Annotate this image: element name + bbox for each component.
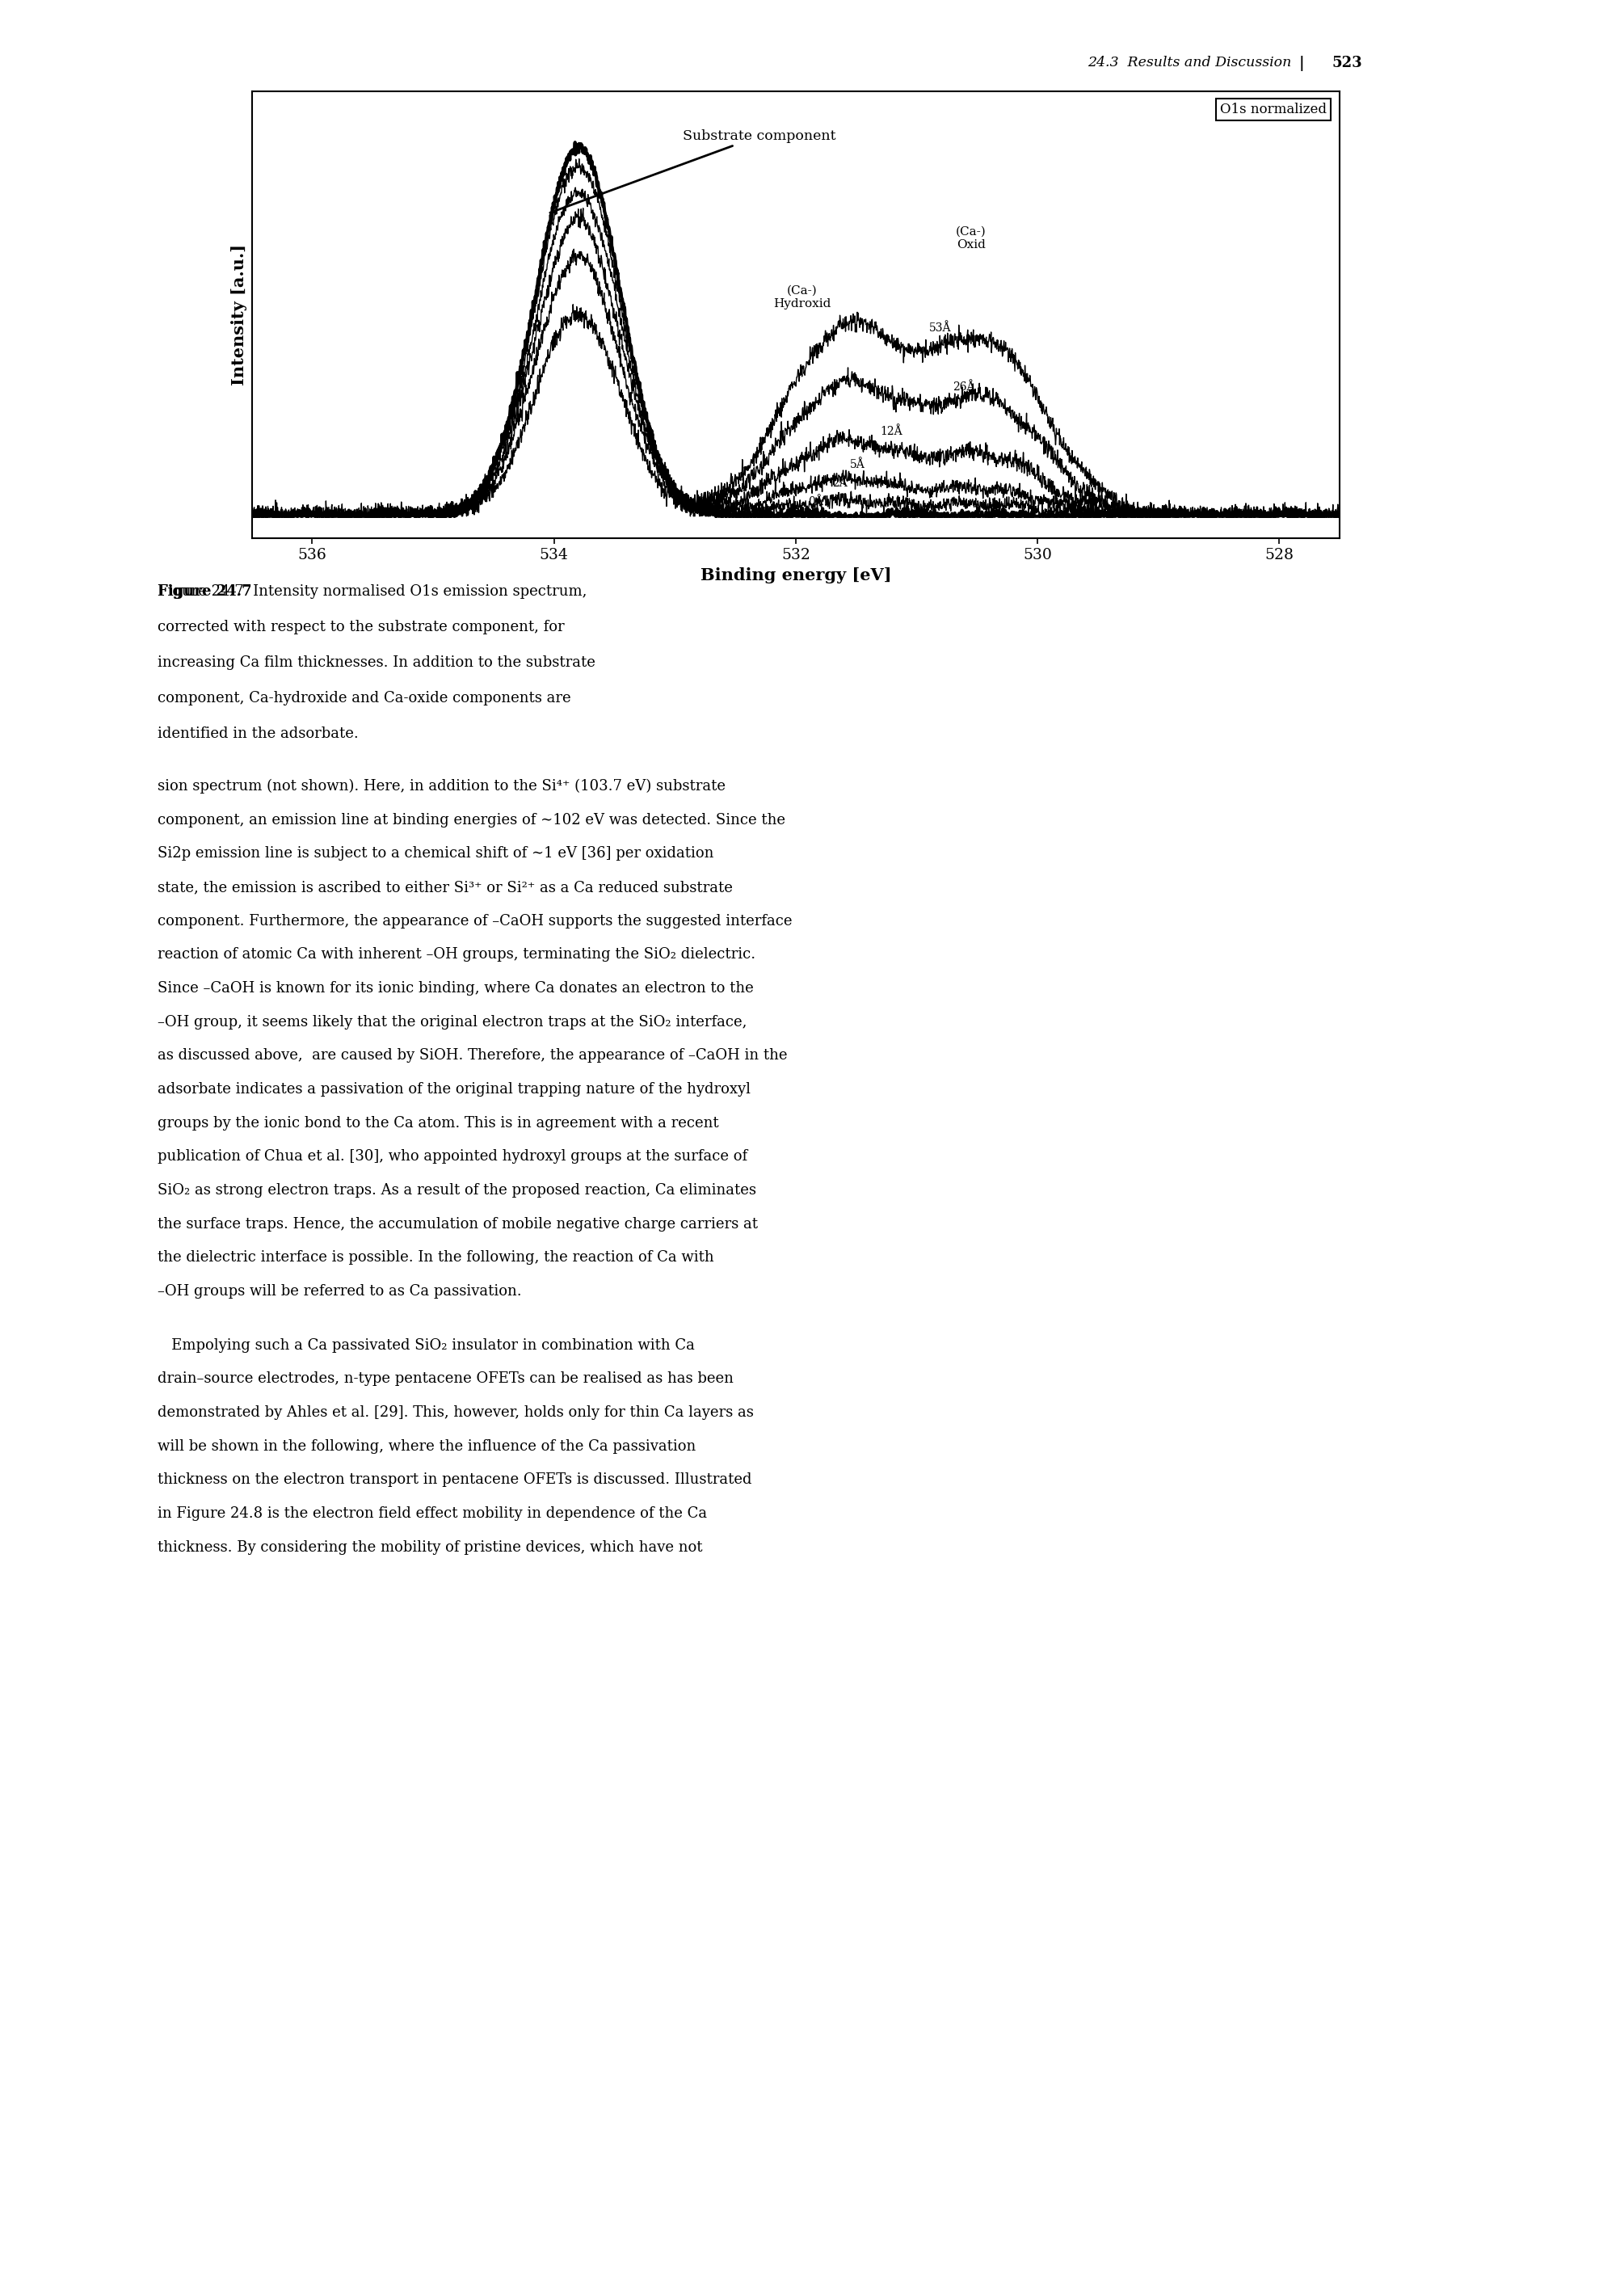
Text: Since –CaOH is known for its ionic binding, where Ca donates an electron to the: Since –CaOH is known for its ionic bindi… xyxy=(158,981,754,997)
Text: component. Furthermore, the appearance of –CaOH supports the suggested interface: component. Furthermore, the appearance o… xyxy=(158,914,793,928)
Text: 523: 523 xyxy=(1332,55,1363,71)
Text: demonstrated by Ahles et al. [29]. This, however, holds only for thin Ca layers : demonstrated by Ahles et al. [29]. This,… xyxy=(158,1404,754,1420)
Text: identified in the adsorbate.: identified in the adsorbate. xyxy=(158,726,359,740)
Text: –OH group, it seems likely that the original electron traps at the SiO₂ interfac: –OH group, it seems likely that the orig… xyxy=(158,1015,747,1029)
Text: (Ca-)
Oxid: (Ca-) Oxid xyxy=(957,227,986,250)
Text: reaction of atomic Ca with inherent –OH groups, terminating the SiO₂ dielectric.: reaction of atomic Ca with inherent –OH … xyxy=(158,948,755,962)
Text: Figure 24.7  Intensity normalised O1s emission spectrum,: Figure 24.7 Intensity normalised O1s emi… xyxy=(158,584,586,598)
X-axis label: Binding energy [eV]: Binding energy [eV] xyxy=(700,566,892,584)
Text: 0Å: 0Å xyxy=(807,497,823,509)
Text: groups by the ionic bond to the Ca atom. This is in agreement with a recent: groups by the ionic bond to the Ca atom.… xyxy=(158,1116,719,1129)
Text: will be shown in the following, where the influence of the Ca passivation: will be shown in the following, where th… xyxy=(158,1439,695,1452)
Text: component, Ca-hydroxide and Ca-oxide components are: component, Ca-hydroxide and Ca-oxide com… xyxy=(158,692,572,706)
Text: thickness. By considering the mobility of pristine devices, which have not: thickness. By considering the mobility o… xyxy=(158,1540,703,1556)
Text: sion spectrum (not shown). Here, in addition to the Si⁴⁺ (103.7 eV) substrate: sion spectrum (not shown). Here, in addi… xyxy=(158,779,726,793)
Text: 24.3  Results and Discussion: 24.3 Results and Discussion xyxy=(1086,55,1291,69)
Text: (Ca-)
Hydroxid: (Ca-) Hydroxid xyxy=(773,284,830,309)
Text: increasing Ca film thicknesses. In addition to the substrate: increasing Ca film thicknesses. In addit… xyxy=(158,655,596,669)
Text: Empolying such a Ca passivated SiO₂ insulator in combination with Ca: Empolying such a Ca passivated SiO₂ insu… xyxy=(158,1338,695,1352)
Text: the dielectric interface is possible. In the following, the reaction of Ca with: the dielectric interface is possible. In… xyxy=(158,1251,715,1265)
Text: drain–source electrodes, n-type pentacene OFETs can be realised as has been: drain–source electrodes, n-type pentacen… xyxy=(158,1372,734,1386)
Text: SiO₂ as strong electron traps. As a result of the proposed reaction, Ca eliminat: SiO₂ as strong electron traps. As a resu… xyxy=(158,1182,757,1198)
Text: corrected with respect to the substrate component, for: corrected with respect to the substrate … xyxy=(158,619,565,635)
Text: 12Å: 12Å xyxy=(880,426,903,438)
Text: 2Å: 2Å xyxy=(831,479,848,488)
Text: adsorbate indicates a passivation of the original trapping nature of the hydroxy: adsorbate indicates a passivation of the… xyxy=(158,1081,750,1097)
Text: in Figure 24.8 is the electron field effect mobility in dependence of the Ca: in Figure 24.8 is the electron field eff… xyxy=(158,1507,706,1521)
Text: Figure 24.7: Figure 24.7 xyxy=(158,584,252,598)
Text: Si2p emission line is subject to a chemical shift of ∼1 eV [36] per oxidation: Si2p emission line is subject to a chemi… xyxy=(158,845,713,861)
Text: Substrate component: Substrate component xyxy=(551,128,836,213)
Text: as discussed above,  are caused by SiOH. Therefore, the appearance of –CaOH in t: as discussed above, are caused by SiOH. … xyxy=(158,1049,788,1063)
Text: –OH groups will be referred to as Ca passivation.: –OH groups will be referred to as Ca pas… xyxy=(158,1283,521,1299)
Text: the surface traps. Hence, the accumulation of mobile negative charge carriers at: the surface traps. Hence, the accumulati… xyxy=(158,1217,758,1230)
Text: O1s normalized: O1s normalized xyxy=(1220,103,1327,117)
Text: 53Å: 53Å xyxy=(929,323,952,334)
Text: component, an emission line at binding energies of ∼102 eV was detected. Since t: component, an emission line at binding e… xyxy=(158,813,786,827)
Text: publication of Chua et al. [30], who appointed hydroxyl groups at the surface of: publication of Chua et al. [30], who app… xyxy=(158,1150,747,1164)
Text: state, the emission is ascribed to either Si³⁺ or Si²⁺ as a Ca reduced substrate: state, the emission is ascribed to eithe… xyxy=(158,880,732,893)
Text: |: | xyxy=(1299,55,1304,71)
Text: thickness on the electron transport in pentacene OFETs is discussed. Illustrated: thickness on the electron transport in p… xyxy=(158,1473,752,1487)
Text: 5Å: 5Å xyxy=(851,460,866,470)
Text: 26Å: 26Å xyxy=(953,383,974,394)
Y-axis label: Intensity [a.u.]: Intensity [a.u.] xyxy=(231,245,247,385)
